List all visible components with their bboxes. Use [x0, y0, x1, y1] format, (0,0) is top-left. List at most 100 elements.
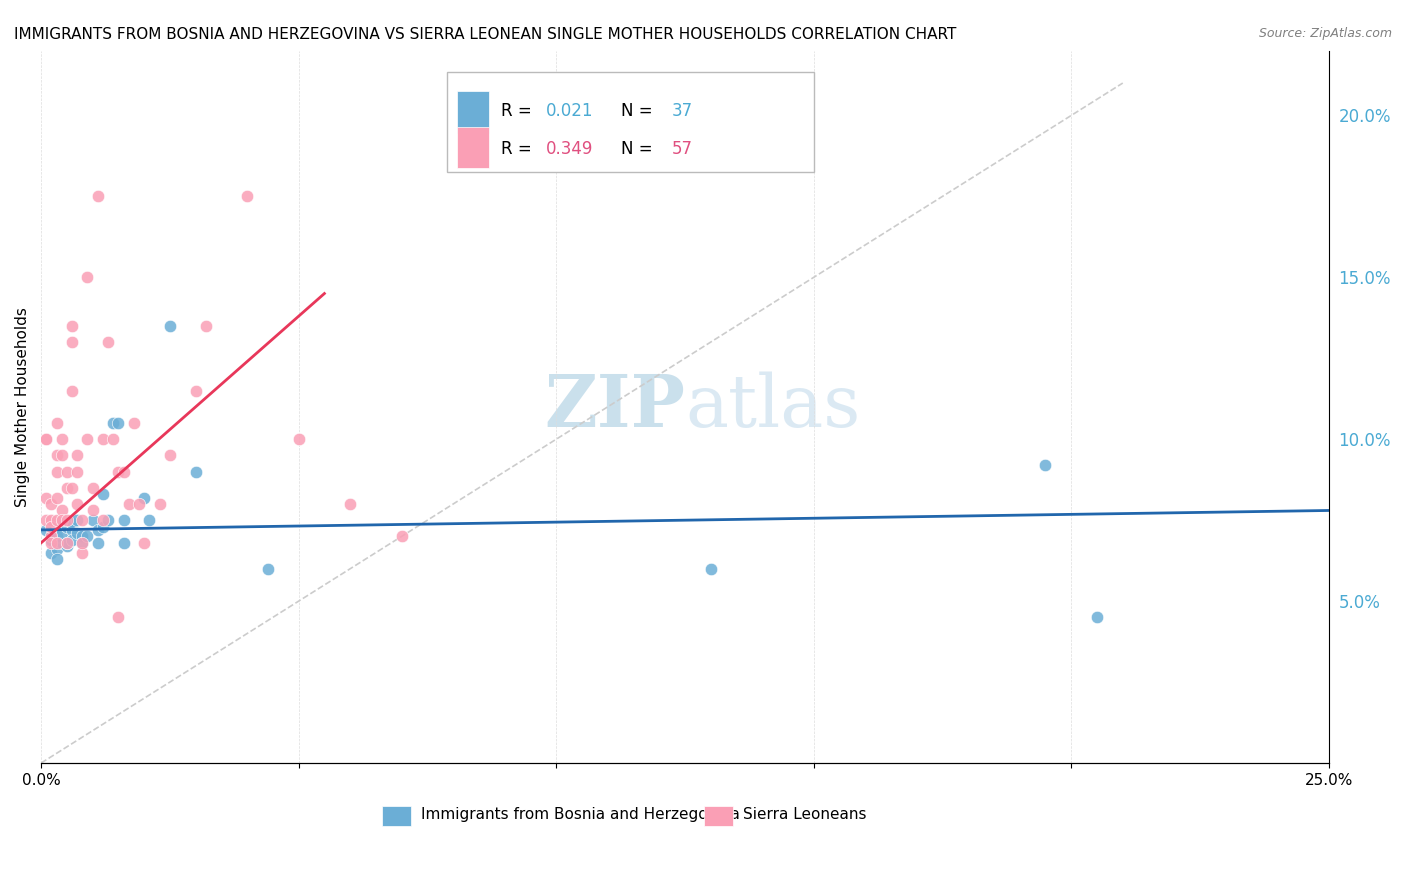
Point [87, 523, 110, 537]
Point [82, 481, 104, 495]
Point [35, 432, 58, 446]
Point [72, 529, 94, 543]
Point [60, 481, 83, 495]
Point [87, 536, 110, 550]
Point [45, 542, 67, 557]
Point [35, 432, 58, 446]
Point [76, 270, 98, 285]
Point [60, 335, 83, 350]
Point [91, 513, 114, 527]
Point [107, 465, 129, 479]
Text: 0.021: 0.021 [546, 103, 593, 120]
Point [45, 552, 67, 566]
Point [66, 497, 89, 511]
Point [45, 491, 67, 505]
Point [56, 539, 79, 553]
Point [72, 536, 94, 550]
FancyBboxPatch shape [382, 805, 411, 826]
Point [134, 536, 156, 550]
Point [1085, 610, 1108, 624]
Point [82, 503, 104, 517]
Point [60, 533, 83, 547]
Point [1035, 458, 1057, 472]
Point [107, 416, 129, 430]
Text: atlas: atlas [685, 372, 860, 442]
Point [159, 449, 181, 463]
Point [128, 497, 150, 511]
Point [112, 536, 135, 550]
Point [122, 416, 145, 430]
FancyBboxPatch shape [457, 127, 489, 169]
Point [35, 491, 58, 505]
Text: 37: 37 [672, 103, 693, 120]
Text: 0.349: 0.349 [546, 140, 593, 158]
Point [339, 497, 361, 511]
Point [56, 536, 79, 550]
Point [56, 536, 79, 550]
Point [56, 513, 79, 527]
Point [107, 610, 129, 624]
FancyBboxPatch shape [457, 91, 489, 133]
Point [51, 513, 73, 527]
Point [41, 519, 63, 533]
Point [66, 526, 89, 541]
Text: N =: N = [620, 140, 658, 158]
Point [66, 465, 89, 479]
Text: ZIP: ZIP [544, 371, 685, 442]
Point [148, 497, 170, 511]
Point [56, 481, 79, 495]
Point [391, 529, 413, 543]
Point [51, 536, 73, 550]
Point [118, 497, 141, 511]
Text: Sierra Leoneans: Sierra Leoneans [742, 807, 866, 822]
Point [287, 432, 309, 446]
Point [97, 513, 120, 527]
Point [194, 318, 217, 333]
Point [56, 519, 79, 533]
Point [60, 384, 83, 398]
Point [60, 318, 83, 333]
Point [35, 513, 58, 527]
Point [699, 562, 721, 576]
Point [45, 529, 67, 543]
Point [91, 519, 114, 533]
Point [184, 384, 207, 398]
Point [82, 513, 104, 527]
Point [45, 536, 67, 550]
Point [45, 416, 67, 430]
Point [97, 335, 120, 350]
Point [112, 465, 135, 479]
Point [103, 416, 125, 430]
Point [60, 516, 83, 531]
FancyBboxPatch shape [704, 805, 733, 826]
Point [51, 503, 73, 517]
Text: Immigrants from Bosnia and Herzegovina: Immigrants from Bosnia and Herzegovina [420, 807, 740, 822]
Point [51, 432, 73, 446]
Point [51, 526, 73, 541]
Point [60, 523, 83, 537]
Point [103, 432, 125, 446]
Point [112, 513, 135, 527]
Text: IMMIGRANTS FROM BOSNIA AND HERZEGOVINA VS SIERRA LEONEAN SINGLE MOTHER HOUSEHOLD: IMMIGRANTS FROM BOSNIA AND HERZEGOVINA V… [14, 27, 956, 42]
Point [56, 465, 79, 479]
Point [41, 545, 63, 559]
FancyBboxPatch shape [447, 72, 814, 172]
Point [159, 318, 181, 333]
Text: N =: N = [620, 103, 658, 120]
Point [41, 497, 63, 511]
Point [76, 529, 98, 543]
Y-axis label: Single Mother Households: Single Mother Households [15, 307, 30, 507]
Point [41, 529, 63, 543]
Point [138, 513, 160, 527]
Point [45, 449, 67, 463]
Point [72, 536, 94, 550]
Text: R =: R = [501, 140, 537, 158]
Point [134, 491, 156, 505]
Point [87, 189, 110, 203]
Point [91, 432, 114, 446]
Point [41, 533, 63, 547]
Point [76, 432, 98, 446]
Text: Source: ZipAtlas.com: Source: ZipAtlas.com [1258, 27, 1392, 40]
Text: R =: R = [501, 103, 537, 120]
Point [66, 449, 89, 463]
